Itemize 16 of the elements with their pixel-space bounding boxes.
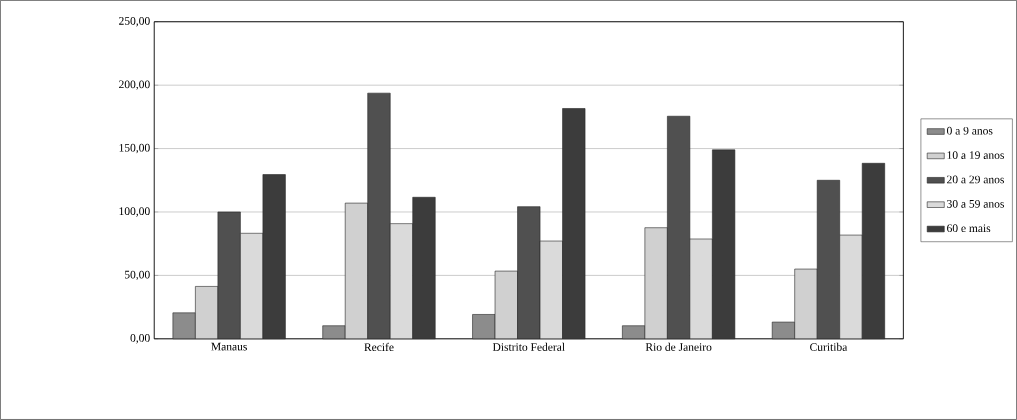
y-tick-label: 200,00 xyxy=(119,80,150,90)
y-tick-label: 50,00 xyxy=(124,270,150,281)
x-tick-label: Distrito Federal xyxy=(492,342,565,351)
x-tick-label: Rio de Janeiro xyxy=(645,342,712,351)
y-tick-label: 250,00 xyxy=(119,17,150,27)
y-tick-label: 150,00 xyxy=(119,143,150,154)
x-tick-label: Recife xyxy=(364,342,394,352)
y-tick-label: 0,00 xyxy=(130,334,150,344)
legend-label: 20 a 29 anos xyxy=(947,175,1004,184)
legend-label: 30 a 59 anos xyxy=(947,200,1004,208)
y-tick-label: 100,00 xyxy=(119,207,150,217)
legend-label: 0 a 9 anos xyxy=(947,126,993,135)
x-tick-label: Manaus xyxy=(211,342,247,351)
x-tick-label: Curitiba xyxy=(810,342,848,351)
legend-label: 60 e mais xyxy=(947,224,991,233)
legend-label: 10 a 19 anos xyxy=(947,151,1004,160)
